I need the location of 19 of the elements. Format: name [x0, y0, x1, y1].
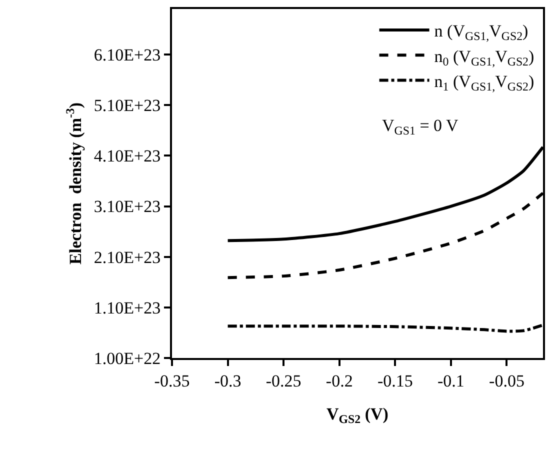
y-tick-label: 6.10E+23 — [94, 45, 161, 64]
legend-label: n (V$_{GS1,}$V$_{GS2}$) — [434, 22, 528, 44]
y-tick-label: 4.10E+23 — [94, 146, 161, 166]
x-tick-label: -0.05 — [489, 371, 524, 390]
x-tick-label: -0.35 — [154, 371, 190, 390]
x-tick-label: -0.2 — [326, 371, 353, 390]
x-axis-title: V$_{GS2}$ (V) — [326, 404, 388, 426]
y-tick-label: 3.10E+23 — [94, 197, 161, 216]
x-tick-label: -0.1 — [437, 371, 464, 390]
legend-label: n$_{1}$ (V$_{GS1,}$V$_{GS2}$) — [434, 72, 534, 94]
x-tick-label: -0.3 — [214, 371, 242, 390]
y-tick-label: 5.10E+23 — [94, 96, 161, 116]
y-tick-label: 2.10E+23 — [94, 248, 161, 267]
y-tick-label: 1.00E+22 — [94, 348, 161, 368]
legend-label: n$_{0}$ (V$_{GS1,}$V$_{GS2}$) — [434, 46, 534, 68]
annotation: V$_{GS1}$ = 0 V — [382, 116, 459, 138]
x-tick-label: -0.25 — [266, 371, 302, 390]
y-tick-label: 1.10E+23 — [94, 298, 161, 318]
x-tick-label: -0.15 — [377, 371, 413, 390]
